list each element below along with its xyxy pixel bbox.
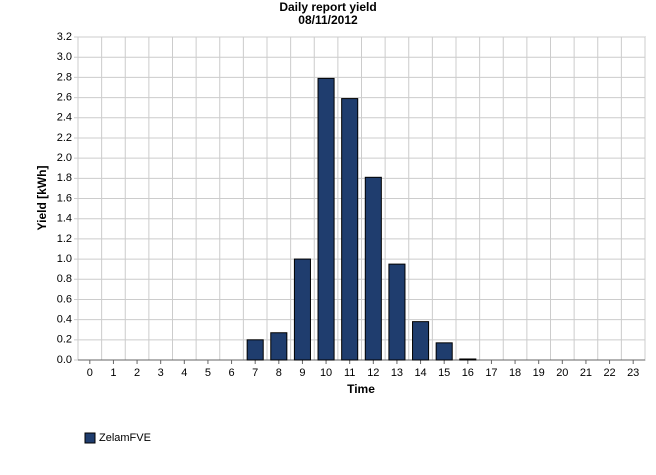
bar xyxy=(459,358,477,361)
bar xyxy=(270,332,288,361)
y-tick-label: 2.2 xyxy=(57,132,72,144)
y-tick-label: 1.8 xyxy=(57,172,72,184)
x-tick-label: 21 xyxy=(580,367,592,379)
x-tick-label: 18 xyxy=(509,367,521,379)
x-tick-label: 16 xyxy=(462,367,474,379)
chart-subtitle: 08/11/2012 xyxy=(298,13,358,27)
y-tick-label: 0.6 xyxy=(57,293,72,305)
x-tick-label: 10 xyxy=(320,367,332,379)
x-tick-label: 2 xyxy=(134,367,140,379)
bar xyxy=(317,77,335,361)
bar xyxy=(293,258,311,361)
y-tick-label: 0.4 xyxy=(57,314,72,326)
bar xyxy=(341,98,359,361)
y-tick-label: 1.0 xyxy=(57,253,72,265)
x-tick-label: 8 xyxy=(276,367,282,379)
x-tick-label: 7 xyxy=(252,367,258,379)
x-tick-label: 12 xyxy=(367,367,379,379)
x-tick-label: 6 xyxy=(229,367,235,379)
x-tick-label: 0 xyxy=(87,367,93,379)
x-tick-label: 19 xyxy=(533,367,545,379)
chart-title: Daily report yield xyxy=(279,0,376,14)
bar xyxy=(388,263,406,361)
y-tick-label: 1.6 xyxy=(57,192,72,204)
bar xyxy=(246,339,264,361)
y-axis-title: Yield [kWh] xyxy=(35,166,49,231)
y-tick-label: 0.2 xyxy=(57,334,72,346)
y-tick-label: 2.4 xyxy=(57,112,72,124)
x-tick-label: 5 xyxy=(205,367,211,379)
y-tick-label: 2.8 xyxy=(57,71,72,83)
legend-swatch xyxy=(84,432,96,444)
x-tick-label: 15 xyxy=(438,367,450,379)
y-tick-label: 1.4 xyxy=(57,213,72,225)
y-tick-label: 3.0 xyxy=(57,51,72,63)
y-tick-label: 0.8 xyxy=(57,273,72,285)
y-tick-label: 2.6 xyxy=(57,91,72,103)
bar xyxy=(412,321,430,361)
y-tick-label: 1.2 xyxy=(57,233,72,245)
x-tick-label: 1 xyxy=(110,367,116,379)
y-tick-label: 2.0 xyxy=(57,152,72,164)
x-tick-label: 22 xyxy=(603,367,615,379)
bar xyxy=(364,176,382,361)
x-axis-title: Time xyxy=(347,382,375,396)
x-tick-label: 3 xyxy=(158,367,164,379)
x-tick-label: 13 xyxy=(391,367,403,379)
x-tick-label: 11 xyxy=(344,367,355,379)
x-tick-label: 9 xyxy=(299,367,305,379)
x-tick-label: 23 xyxy=(627,367,639,379)
x-tick-label: 4 xyxy=(181,367,187,379)
x-tick-label: 17 xyxy=(485,367,497,379)
x-tick-label: 20 xyxy=(556,367,568,379)
legend-label: ZelamFVE xyxy=(99,432,151,444)
x-tick-label: 14 xyxy=(414,367,426,379)
bar xyxy=(435,342,453,361)
y-tick-label: 0.0 xyxy=(57,354,72,366)
y-tick-label: 3.2 xyxy=(57,31,72,43)
